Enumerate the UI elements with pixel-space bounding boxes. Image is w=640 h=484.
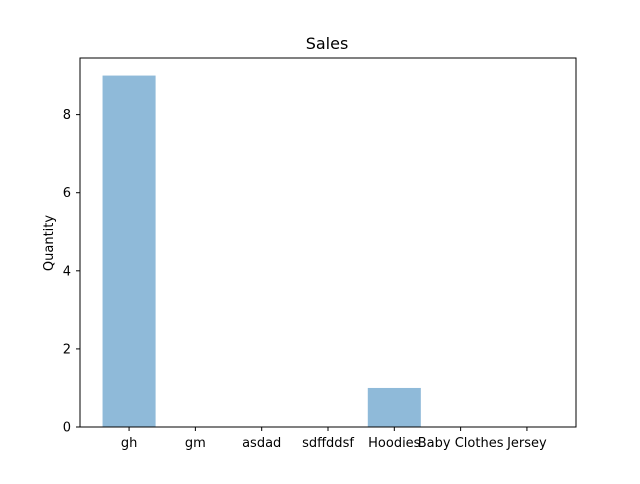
y-tick-label: 4 — [63, 264, 71, 279]
x-tick-label: sdffddsf — [302, 436, 354, 451]
x-tick-label: Hoodies — [368, 436, 421, 451]
y-tick-label: 2 — [63, 342, 71, 357]
y-tick-label: 6 — [63, 186, 71, 201]
plot-frame — [79, 57, 577, 428]
x-tick-label: Jersey — [506, 436, 547, 451]
x-tick-label: asdad — [242, 436, 281, 451]
y-ticks-layer: 0 2 4 6 8 — [63, 108, 80, 436]
x-tick-label: Baby Clothes — [418, 436, 504, 451]
y-tick-label: 8 — [63, 108, 71, 123]
chart-title: Sales — [306, 34, 349, 53]
x-tick-label: gh — [121, 436, 138, 451]
bar-gh — [102, 75, 156, 428]
y-tick-label: 0 — [63, 421, 71, 436]
bar-hoodies — [367, 387, 421, 427]
x-tick-label: gm — [185, 436, 206, 451]
y-axis-label: Quantity — [42, 215, 57, 271]
bars-layer — [102, 75, 421, 428]
